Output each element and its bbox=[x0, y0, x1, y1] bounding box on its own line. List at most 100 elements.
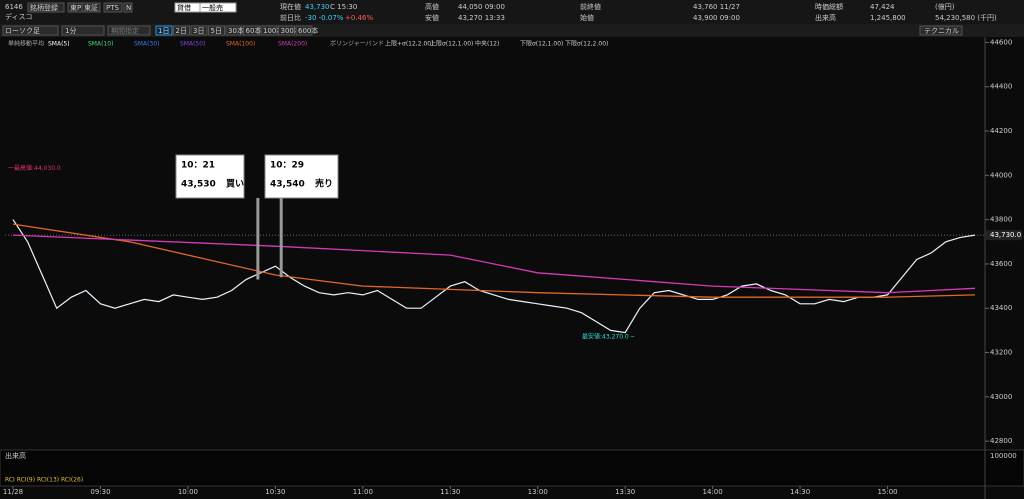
button-label: 東P bbox=[70, 3, 81, 12]
period-label: 100本 bbox=[263, 26, 283, 35]
x-tick-label: 14:30 bbox=[790, 488, 810, 496]
band-legend-item: 上限σ(12,1.00) bbox=[430, 40, 473, 48]
button[interactable] bbox=[81, 2, 101, 13]
period-label: 1日 bbox=[158, 27, 169, 35]
period-button[interactable] bbox=[260, 25, 278, 36]
legend-item: SMA(100) bbox=[226, 41, 255, 48]
y-tick-label: 43000 bbox=[990, 393, 1012, 401]
x-tick-label: 10:30 bbox=[265, 488, 285, 496]
x-tick-label: 09:30 bbox=[90, 488, 110, 496]
technical-label: テクニカル bbox=[924, 27, 959, 35]
period-button[interactable] bbox=[225, 25, 243, 36]
stock-name: ディスコ bbox=[5, 12, 33, 21]
legend-item: SMA(10) bbox=[88, 41, 113, 48]
period-button[interactable] bbox=[155, 25, 173, 36]
last-price: 43,730.0 bbox=[990, 231, 1021, 239]
period-label: 2日 bbox=[176, 27, 187, 35]
select[interactable] bbox=[2, 25, 59, 36]
chart-type: ローソク足 bbox=[5, 27, 40, 35]
button-label: 一般売 bbox=[202, 3, 223, 12]
trade-box bbox=[175, 154, 245, 199]
legend-item: ボリンジャーバンド bbox=[330, 40, 384, 48]
technical-button[interactable] bbox=[919, 25, 963, 36]
quote-value: 44,050 09:00 bbox=[458, 3, 505, 11]
period-label: 3日 bbox=[193, 27, 204, 35]
button-label: PTS bbox=[106, 4, 119, 12]
quote-extra: C 15:30 bbox=[330, 3, 357, 11]
y-tick-label: 43200 bbox=[990, 349, 1012, 357]
quote-label: 時価総額 bbox=[815, 2, 843, 11]
last-price-box bbox=[986, 230, 1022, 241]
legend-item: SMA(5) bbox=[48, 41, 70, 48]
quote-label: 前終値 bbox=[580, 2, 601, 11]
series-line bbox=[12, 219, 976, 334]
button[interactable] bbox=[199, 2, 237, 13]
low-annotation: 最安値:43,270.0 ─ bbox=[582, 333, 635, 341]
quote-value: 47,424 bbox=[870, 3, 895, 11]
button-label: 銘柄登録 bbox=[30, 3, 58, 12]
series-line bbox=[12, 234, 976, 294]
button-label: 東証 bbox=[84, 3, 98, 12]
button[interactable] bbox=[123, 2, 133, 13]
quote-value: 43,760 11/27 bbox=[693, 3, 740, 11]
period-button[interactable] bbox=[243, 25, 260, 36]
period-label: 5日 bbox=[211, 27, 222, 35]
x-tick-label: 11:30 bbox=[440, 488, 460, 496]
period-button[interactable] bbox=[208, 25, 225, 36]
x-tick-label: 11:00 bbox=[353, 488, 373, 496]
band-legend-item: 下限σ(12,2.00) bbox=[565, 40, 608, 48]
button-label: 貸借 bbox=[177, 3, 191, 12]
trade-side: 買い bbox=[226, 179, 244, 190]
button[interactable] bbox=[27, 2, 65, 13]
period-button[interactable] bbox=[295, 25, 313, 36]
quote-value: 43,730 bbox=[305, 3, 330, 11]
y-tick-label: 43400 bbox=[990, 304, 1012, 312]
quote-label: 高値 bbox=[425, 2, 439, 11]
trade-price: 43,530 bbox=[181, 180, 216, 190]
band-legend-item: 中央(12) bbox=[475, 40, 499, 48]
y-tick-label: 44600 bbox=[990, 38, 1012, 46]
select[interactable] bbox=[107, 25, 151, 36]
x-tick-label: 11/28 bbox=[3, 488, 23, 496]
select[interactable] bbox=[61, 25, 105, 36]
quote-label: 始値 bbox=[580, 13, 594, 22]
quote-label: 安値 bbox=[425, 13, 439, 22]
volume-panel bbox=[0, 449, 1024, 487]
y-tick-label: 44200 bbox=[990, 127, 1012, 135]
x-tick-label: 14:00 bbox=[703, 488, 723, 496]
header-bar bbox=[0, 0, 1024, 24]
y-tick-label: 43600 bbox=[990, 260, 1012, 268]
legend-item: SMA(200) bbox=[278, 41, 307, 48]
y-tick-label: 42800 bbox=[990, 437, 1012, 445]
trade-side: 売り bbox=[315, 178, 333, 190]
x-tick-label: 13:00 bbox=[528, 488, 548, 496]
rci-legend: RCI RCI(9) RCI(13) RCI(26) bbox=[5, 477, 83, 484]
band-legend-item: 上限+σ(12,2.00) bbox=[385, 40, 433, 48]
interval: 1分 bbox=[65, 26, 76, 35]
volume-label: 出来高 bbox=[5, 451, 26, 460]
button[interactable] bbox=[103, 2, 123, 13]
quote-label: 前日比 bbox=[280, 13, 301, 22]
x-tick-label: 13:30 bbox=[615, 488, 635, 496]
period-label: 600本 bbox=[298, 26, 318, 35]
quote-extra: (億円) bbox=[935, 2, 955, 11]
period-button[interactable] bbox=[173, 25, 190, 36]
y-tick-label: 44400 bbox=[990, 83, 1012, 91]
quote-label: 現在値 bbox=[280, 2, 301, 11]
legend-item: SMA(30) bbox=[134, 41, 159, 48]
trade-time: 10：21 bbox=[181, 161, 215, 171]
period-button[interactable] bbox=[190, 25, 208, 36]
trade-price: 43,540 bbox=[270, 180, 305, 190]
period-label: 300本 bbox=[281, 26, 301, 35]
quote-extra: 54,230,580 (千円) bbox=[935, 13, 997, 22]
high-annotation: 一最高値:44,030.0 bbox=[8, 164, 61, 172]
code: 6146 bbox=[5, 3, 23, 11]
x-tick-label: 10:00 bbox=[178, 488, 198, 496]
legend-item: 単純移動平均 bbox=[8, 40, 44, 48]
quote-value: 43,270 13:33 bbox=[458, 14, 505, 22]
period-button[interactable] bbox=[278, 25, 295, 36]
trade-time: 10：29 bbox=[270, 161, 304, 171]
quote-value: 1,245,800 bbox=[870, 14, 906, 22]
quote-label: 出来高 bbox=[815, 13, 836, 22]
